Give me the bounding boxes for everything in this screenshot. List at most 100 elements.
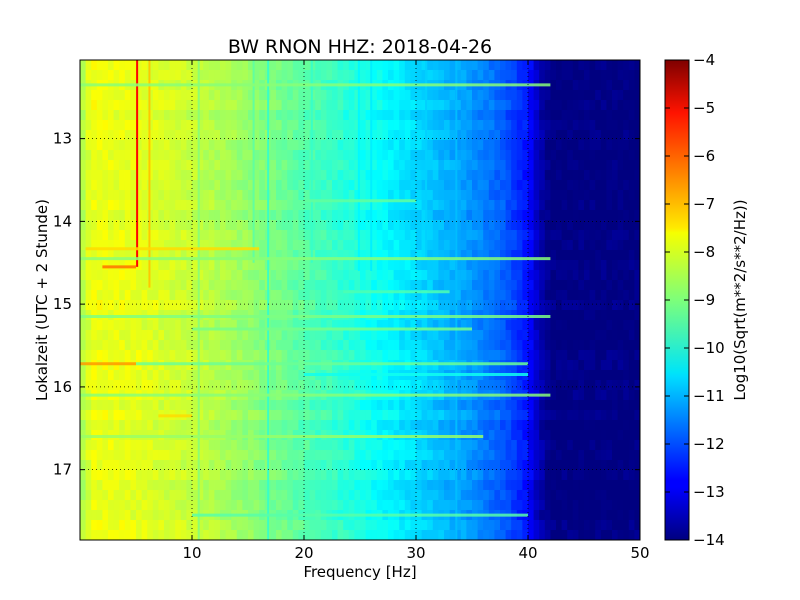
spectrogram-cell [164,530,171,540]
spectrogram-cell [550,230,557,241]
spectrogram-cell [287,440,294,451]
spectrogram-cell [242,170,249,181]
spectrogram-cell [169,250,176,261]
spectrogram-cell [169,290,176,301]
spectrogram-cell [169,200,176,211]
spectrogram-cell [544,360,551,371]
spectrogram-cell [371,350,378,361]
spectrogram-cell [488,410,495,421]
spectrogram-cell [399,250,406,261]
spectrogram-cell [600,300,607,311]
spectrogram-cell [584,300,591,311]
spectrogram-cell [214,180,221,191]
spectrogram-cell [113,320,120,331]
spectrogram-cell [225,130,232,141]
spectrogram-cell [197,440,204,451]
spectrogram-cell [360,500,367,511]
spectrogram-cell [617,80,624,91]
spectrogram-cell [556,520,563,531]
spectrogram-cell [326,360,333,371]
spectrogram-cell [343,140,350,151]
spectrogram-cell [393,90,400,101]
spectrogram-cell [612,300,619,311]
spectrogram-cell [236,60,243,71]
spectrogram-cell [567,350,574,361]
spectrogram-cell [511,470,518,481]
spectrogram-cell [544,300,551,311]
spectrogram-cell [102,260,109,271]
spectrogram-cell [606,280,613,291]
spectrogram-cell [141,110,148,121]
spectrogram-cell [130,300,137,311]
spectrogram-cell [175,140,182,151]
spectrogram-cell [432,400,439,411]
spectrogram-cell [455,260,462,271]
spectrogram-cell [634,320,640,331]
spectrogram-cell [242,70,249,81]
spectrogram-cell [466,90,473,101]
spectrogram-cell [236,530,243,540]
spectrogram-cell [141,480,148,491]
spectrogram-cell [516,240,523,251]
spectrogram-cell [315,190,322,201]
spectrogram-cell [248,480,255,491]
spectrogram-cell [556,140,563,151]
spectrogram-cell [96,520,103,531]
spectrogram-cell [528,300,535,311]
spectrogram-cell [561,430,568,441]
spectrogram-cell [567,200,574,211]
spectrogram-cell [164,420,171,431]
spectrogram-cell [550,390,557,401]
spectrogram-cell [421,530,428,540]
spectrogram-cell [309,520,316,531]
spectrogram-cell [292,500,299,511]
spectrogram-cell [612,70,619,81]
spectrogram-cell [544,330,551,341]
spectrogram-cell [192,200,199,211]
spectrogram-cell [96,240,103,251]
spectrogram-cell [136,500,143,511]
spectrogram-cell [612,400,619,411]
spectrogram-cell [623,370,630,381]
spectrogram-cell [595,290,602,301]
spectrogram-cell [96,160,103,171]
spectrogram-cell [438,400,445,411]
spectrogram-cell [410,490,417,501]
spectrogram-cell [416,130,423,141]
spectrogram-cell [180,60,187,71]
spectrogram-cell [634,340,640,351]
spectrogram-cell [376,300,383,311]
spectrogram-cell [158,130,165,141]
spectrogram-cell [371,120,378,131]
spectrogram-cell [595,490,602,501]
spectrogram-cell [522,350,529,361]
spectrogram-cell [281,60,288,71]
spectrogram-cell [578,120,585,131]
spectrogram-cell [516,300,523,311]
spectrogram-cell [203,110,210,121]
spectrogram-cell [326,180,333,191]
spectrogram-cell [292,400,299,411]
spectrogram-cell [253,410,260,421]
spectrogram-cell [259,70,266,81]
spectrogram-cell [242,320,249,331]
spectrogram-cell [276,240,283,251]
spectrogram-cell [214,260,221,271]
spectrogram-cell [584,170,591,181]
spectrogram-cell [460,60,467,71]
spectrogram-cell [606,390,613,401]
spectrogram-cell [337,70,344,81]
spectrogram-cell [584,460,591,471]
spectrogram-cell [505,420,512,431]
spectrogram-cell [606,310,613,321]
spectrogram-cell [320,420,327,431]
spectrogram-cell [584,140,591,151]
spectrogram-cell [572,480,579,491]
spectrogram-cell [343,60,350,71]
spectrogram-cell [281,420,288,431]
spectrogram-cell [516,340,523,351]
spectrogram-cell [455,410,462,421]
spectrogram-cell [488,480,495,491]
spectrogram-cell [556,210,563,221]
spectrogram-cell [539,60,546,71]
